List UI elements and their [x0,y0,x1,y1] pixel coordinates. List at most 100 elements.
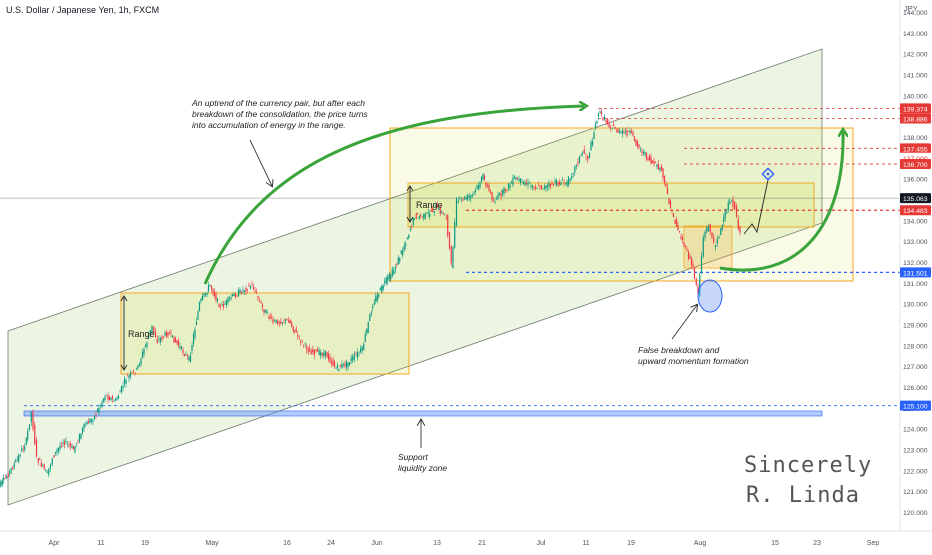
candle-body [718,237,720,239]
candle-body [635,139,637,146]
candle-body [660,166,663,170]
candle-body [231,294,234,297]
candle-body [569,179,571,181]
x-tick-label: May [205,540,219,547]
candle-body [254,290,256,292]
candle-body [69,443,72,447]
price-tag-bg [900,400,931,411]
candle-body [450,246,452,264]
range-label-1: Range [128,329,155,339]
consolidation-box-1 [120,292,410,375]
candle-body [641,151,643,154]
candle-body [418,216,420,220]
candle-body [16,458,18,460]
candle-body [288,320,290,323]
candle-body [683,242,685,247]
candle-body [316,349,319,352]
candle-body [68,444,70,446]
candle-body [429,214,431,217]
candle-body [358,352,360,354]
candle-body [224,303,226,305]
candle-body [656,164,658,168]
y-tick-label: 127.000 [903,364,928,371]
candle-body [521,179,523,180]
candle-body [603,116,606,120]
candle-body [194,329,196,338]
candle-body [650,157,652,164]
candle-body [212,289,214,294]
y-tick-label: 143.000 [903,31,928,38]
candle-body [206,292,208,295]
candle-body [174,338,177,343]
candle-body [361,346,363,351]
candle-body [620,131,622,133]
candle-body [732,199,734,208]
candle-body [280,321,282,325]
candle-body [700,255,703,274]
candle-body [510,181,513,184]
candle-body [423,213,425,218]
candle-body [298,335,300,337]
candle-body [45,469,47,472]
candle-body [642,151,645,153]
symbol-title: U.S. Dollar / Japanese Yen, 1h, FXCM [6,5,159,15]
candle-body [74,446,76,453]
candle-body [240,291,243,294]
candle-body [400,250,402,254]
candle-body [427,212,429,214]
y-tick-label: 130.000 [903,302,928,309]
candle-body [350,358,352,362]
candle-body [186,355,189,357]
candle-body [442,212,444,214]
candle-body [370,312,372,315]
candle-body [179,346,181,348]
candle-body [315,349,317,351]
candle-body [53,455,55,458]
candle-body [98,407,100,413]
candle-body [78,434,81,442]
candle-body [539,187,541,189]
arrow-uptrend-curve [203,106,584,285]
candle-body [252,286,255,290]
candle-body [414,218,416,220]
candle-body [669,200,672,209]
candle-body [301,340,303,342]
candle-body [332,359,334,366]
candle-body [557,182,559,185]
x-tick-label: 23 [813,540,821,547]
candle-body [605,120,607,123]
x-tick-label: 11 [97,540,104,547]
candle-body [234,293,237,298]
candle-body [459,197,461,199]
candle-body [277,320,279,325]
price-levels [0,107,900,407]
candle-body [615,131,618,132]
candle-body [735,205,738,217]
candle-body [651,160,654,163]
y-tick-label: 126.000 [903,385,928,392]
candle-body [394,267,396,271]
candle-body [352,356,354,361]
candle-body [267,316,270,318]
candle-body [588,152,591,158]
candle-body [527,181,529,186]
candle-body [415,214,417,219]
candle-body [444,214,446,216]
candle-body [441,211,443,213]
candle-body [126,375,129,377]
false-breakdown-note-line-1: False breakdown and [638,345,720,355]
price-tag-label: 131.501 [903,270,928,277]
candle-body [225,299,228,305]
candle-body [402,249,404,256]
candle-body [608,122,610,127]
candle-body [375,296,377,302]
candle-body [144,345,147,348]
candle-body [161,336,163,340]
candle-body [396,264,398,265]
candle-body [195,321,198,325]
candle-body [692,264,694,267]
x-tick-label: 19 [141,540,149,547]
candle-body [330,361,333,364]
candle-body [558,181,561,185]
candle-body [222,304,225,307]
